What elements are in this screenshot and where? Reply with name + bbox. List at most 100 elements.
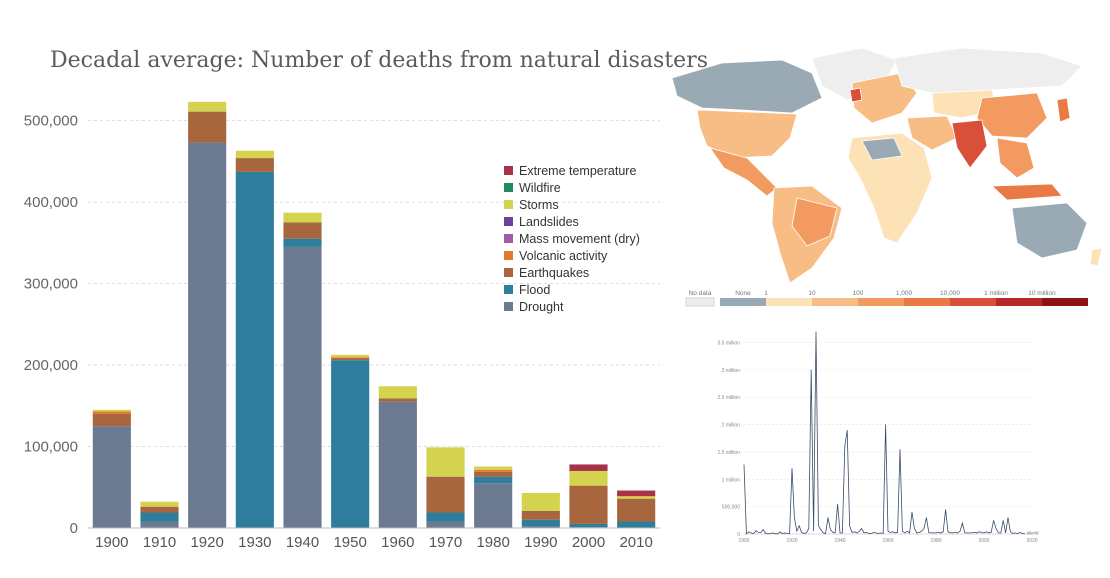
legend-color-bin [1042,298,1088,306]
bar-segment [521,492,560,511]
legend-label-no-data: No data [689,290,712,297]
indonesia-region [991,183,1063,201]
legend-item: Landslides [504,213,640,230]
y-tick-label: 500,000 [24,113,78,130]
southeast-asia-region [996,137,1035,179]
x-tick-label: 1960 [381,534,414,551]
legend-label: Drought [519,299,564,314]
line-y-tick-label: 0 [737,532,740,538]
world-choropleth-map [671,47,1103,284]
x-tick-label: 1910 [143,534,176,551]
y-tick-label: 100,000 [24,439,78,456]
bar-segment [426,447,465,477]
bar-segment [521,526,560,528]
legend-item: Flood [504,281,640,298]
bar-segment [569,470,608,486]
bar-segment [235,150,274,159]
bar-segment [378,386,417,399]
legend-label: Landslides [519,214,579,229]
legend-item: Storms [504,196,640,213]
russia-region [893,47,1083,94]
x-tick-label: 2000 [572,534,605,551]
bar-segment [235,158,274,172]
legend-color-bin [904,298,950,306]
y-tick-label: 400,000 [24,194,78,211]
bar-segment [426,512,465,522]
legend-swatch [504,217,513,226]
y-tick-label: 300,000 [24,276,78,293]
bar-segment [378,401,417,528]
bar-segment [426,521,465,528]
legend-swatch [504,285,513,294]
legend-label: Flood [519,282,551,297]
x-tick-label: 1980 [476,534,509,551]
bar-segment [521,519,560,527]
bar-segment [521,510,560,520]
legend-label: Storms [519,197,559,212]
legend-swatch [504,251,513,260]
stacked-bar-chart: 0 100,000 200,000 300,000 400,000 500,000 1900… [24,101,660,551]
legend-no-data-swatch [685,297,715,307]
legend-bin-label: 1 million [984,290,1008,297]
bar-segment [235,171,274,529]
uk-region [849,87,863,103]
legend-swatch [504,302,513,311]
bar-segment [140,501,179,507]
x-tick-label: 1940 [286,534,319,551]
y-tick-label: 0 [70,520,78,537]
bar-segment [617,490,656,497]
bar-segment [569,464,608,471]
x-tick-label: 2010 [619,534,652,551]
line-x-tick-label: 2020 [1026,538,1037,544]
legend-bin-label: None [735,290,751,297]
bar-segment [474,476,513,484]
legend-color-bin [766,298,812,306]
new-zealand-region [1089,247,1103,267]
china-region [976,92,1048,139]
line-x-tick-label: 1980 [930,538,941,544]
bar-segment [92,426,131,528]
legend-swatch [504,183,513,192]
bar-segment [188,101,227,112]
legend-item: Drought [504,298,640,315]
bar-segment [331,360,370,528]
legend-item: Extreme temperature [504,162,640,179]
bar-segment [331,354,370,358]
middle-east-region [906,115,958,151]
legend-item: Earthquakes [504,264,640,281]
chart-legend: Extreme temperature Wildfire Storms Landsli… [504,162,640,315]
legend-swatch [504,234,513,243]
line-x-tick-label: 1940 [834,538,845,544]
legend-color-bin [858,298,904,306]
x-tick-label: 1950 [333,534,366,551]
bar-segment [474,483,513,528]
legend-label: Volcanic activity [519,248,608,263]
australia-region [1011,202,1088,259]
line-x-tick-label: 2000 [978,538,989,544]
legend-swatch [504,268,513,277]
bar-segment [426,476,465,513]
bar-segment [569,523,608,528]
line-y-tick-label: 2.5 million [717,395,740,401]
chart-title: Decadal average: Number of deaths from n… [50,48,709,73]
north-africa-region [861,137,903,161]
brazil-region [791,197,838,247]
legend-bin-label: 10 million [1028,290,1056,297]
bar-segment [188,142,227,528]
central-america-region [709,147,778,197]
bar-segment [140,521,179,528]
x-tick-label: 1900 [95,534,128,551]
legend-bin-label: 100 [853,290,864,297]
legend-item: Mass movement (dry) [504,230,640,247]
canada-region [671,59,823,114]
bar-segment [474,466,513,470]
legend-color-bin [950,298,996,306]
legend-bin-label: 1,000 [896,290,913,297]
line-y-tick-label: 500,000 [722,505,740,511]
bar-segment [283,212,322,223]
x-tick-label: 1920 [190,534,223,551]
bar-segment [140,512,179,522]
legend-item: Wildfire [504,179,640,196]
bar-segment [92,411,131,414]
bar-segment [331,358,370,361]
